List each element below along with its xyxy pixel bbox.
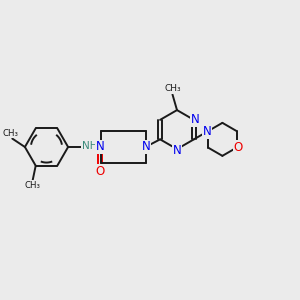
Text: N: N — [141, 140, 150, 154]
Text: N: N — [202, 124, 211, 138]
Text: O: O — [234, 141, 243, 154]
Text: CH₃: CH₃ — [25, 181, 41, 190]
Text: CH₃: CH₃ — [164, 84, 181, 93]
Text: N: N — [96, 140, 105, 154]
Text: N: N — [191, 113, 200, 126]
Text: N: N — [172, 143, 182, 157]
Text: NH: NH — [82, 141, 98, 152]
Text: O: O — [95, 165, 104, 178]
Text: CH₃: CH₃ — [3, 129, 19, 138]
